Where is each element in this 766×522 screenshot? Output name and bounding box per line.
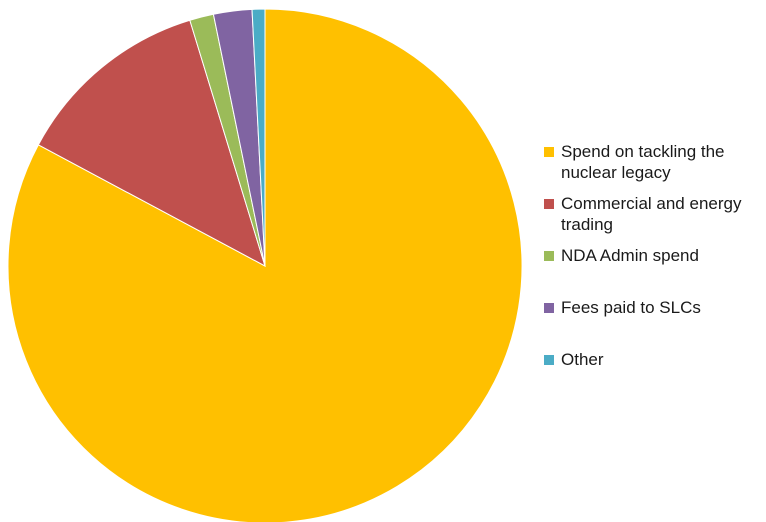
pie-slice-4 [251, 8, 266, 267]
legend-item-fees-slcs: Fees paid to SLCs [544, 297, 766, 318]
legend-swatch [544, 199, 554, 209]
legend-swatch [544, 303, 554, 313]
pie-slice-0 [7, 8, 523, 522]
pie-slices [7, 8, 523, 522]
legend-swatch [544, 355, 554, 365]
legend-label: Other [561, 350, 604, 369]
legend-item-nuclear-legacy: Spend on tackling the nuclear legacy [544, 141, 766, 183]
legend-swatch [544, 251, 554, 261]
legend-item-other: Other [544, 349, 766, 370]
legend-label: Commercial and energy trading [561, 194, 742, 234]
legend-label: Spend on tackling the nuclear legacy [561, 142, 725, 182]
legend-swatch [544, 147, 554, 157]
legend-item-commercial-energy: Commercial and energy trading [544, 193, 766, 235]
legend-item-nda-admin: NDA Admin spend [544, 245, 766, 266]
legend-label: NDA Admin spend [561, 246, 699, 265]
legend-label: Fees paid to SLCs [561, 298, 701, 317]
chart-legend: Spend on tackling the nuclear legacy Com… [544, 141, 766, 370]
